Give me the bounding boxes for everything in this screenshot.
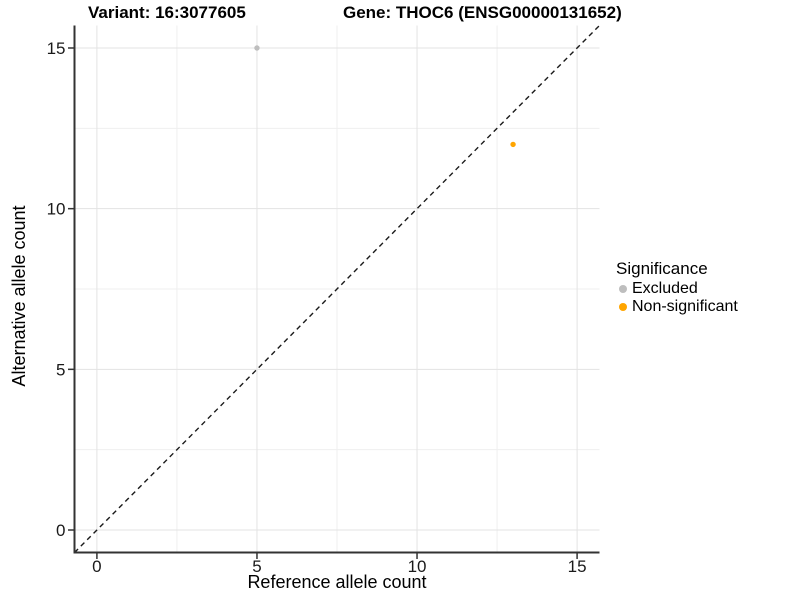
- data-point-excluded: [254, 45, 260, 51]
- legend-items: Excluded Non-significant: [616, 280, 738, 316]
- legend-item: Non-significant: [616, 298, 738, 316]
- y-tick-label: 0: [56, 521, 65, 540]
- legend-swatch-icon: [619, 303, 627, 311]
- y-tick-label: 5: [56, 360, 65, 379]
- data-point-non-significant: [510, 141, 516, 148]
- legend: Significance Excluded Non-significant: [616, 259, 738, 316]
- x-tick-label: 15: [568, 557, 587, 576]
- x-tick-label: 5: [252, 557, 261, 576]
- identity-line: [74, 25, 600, 553]
- plot-title-variant: Variant: 16:3077605: [88, 3, 246, 22]
- y-tick-label: 10: [47, 200, 66, 219]
- y-tick-label: 15: [47, 39, 66, 58]
- x-axis-label: Reference allele count: [247, 572, 427, 592]
- x-tick-label: 10: [408, 557, 427, 576]
- legend-label: Excluded: [632, 280, 698, 297]
- legend-title: Significance: [616, 259, 708, 278]
- x-tick-label: 0: [92, 557, 101, 576]
- legend-label: Non-significant: [632, 298, 738, 315]
- plot-title-gene: Gene: THOC6 (ENSG00000131652): [343, 3, 622, 22]
- legend-swatch-icon: [619, 285, 627, 293]
- legend-item: Excluded: [616, 280, 738, 298]
